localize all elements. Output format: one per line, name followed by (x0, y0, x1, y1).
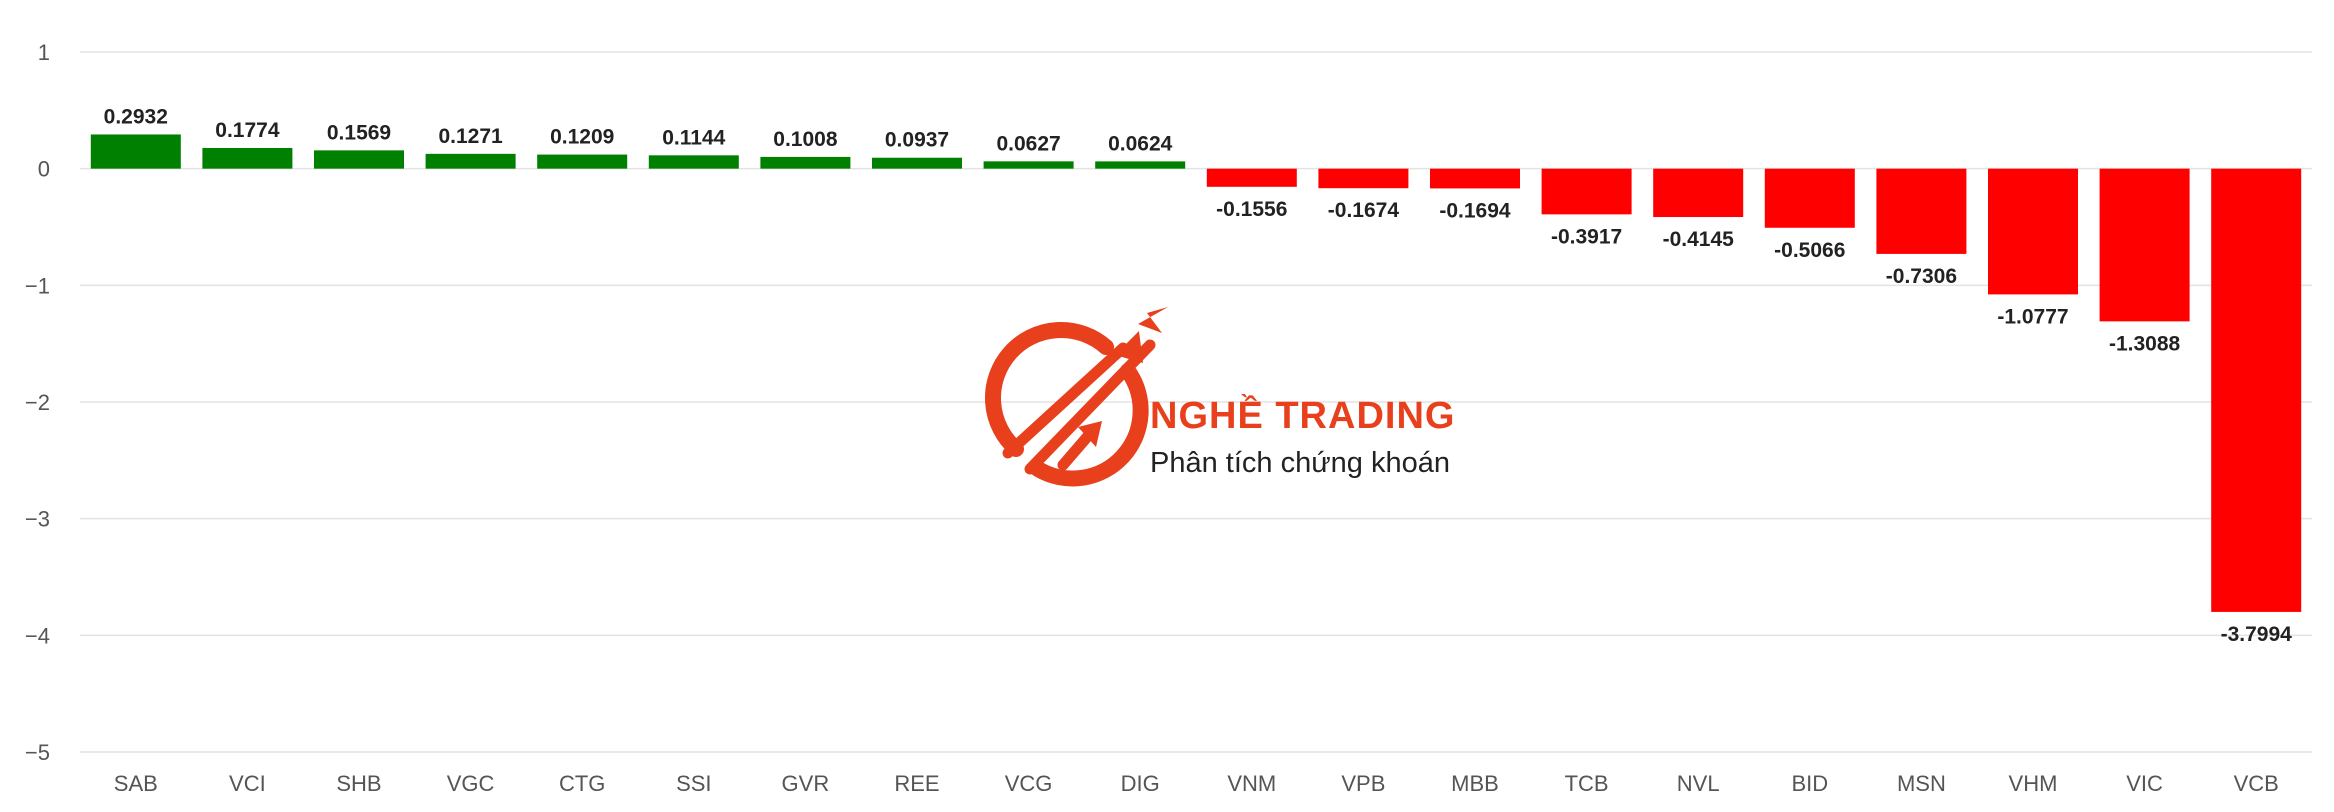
data-label: -0.1674 (1328, 199, 1400, 222)
data-label: -1.3088 (2109, 332, 2181, 355)
data-label: 0.2932 (104, 105, 168, 128)
x-tick-label: VIC (2126, 771, 2163, 796)
bar-shb (314, 150, 404, 169)
x-tick-label: VCI (229, 771, 266, 796)
data-label: -0.4145 (1663, 228, 1735, 251)
y-tick-label: −2 (25, 390, 50, 415)
data-label: -0.3917 (1551, 225, 1622, 248)
x-tick-label: MBB (1451, 771, 1499, 796)
data-labels: 0.2932 0.1774 0.1569 0.1271 0.1209 0.1144 0.10… (104, 105, 2292, 645)
data-label: 0.0627 (996, 132, 1060, 155)
x-tick-label: TCB (1565, 771, 1609, 796)
data-label: 0.0937 (885, 129, 949, 152)
x-tick-label: SHB (336, 771, 381, 796)
bar-tcb (1541, 168, 1632, 215)
y-tick-label: −3 (25, 507, 50, 532)
bar-dig (1095, 161, 1186, 169)
x-tick-label: MSN (1897, 771, 1946, 796)
data-label: 0.1008 (773, 128, 838, 151)
x-tick-label: CTG (559, 771, 605, 796)
bar-vhm (1988, 168, 2078, 295)
data-label: 0.1271 (438, 125, 503, 148)
brand-name: NGHỀ TRADING (1150, 393, 1455, 437)
watermark-logo: NGHỀ TRADING Phân tích chứng khoán (985, 307, 1455, 487)
bar-ssi (648, 155, 739, 169)
x-tick-label: VNM (1227, 771, 1276, 796)
x-tick-label: VCG (1005, 771, 1053, 796)
bar-ree (872, 157, 962, 169)
bars (90, 134, 2302, 612)
bar-vcg (983, 161, 1074, 169)
x-tick-label: DIG (1121, 771, 1160, 796)
x-tick-label: VPB (1341, 771, 1385, 796)
bar-msn (1876, 168, 1967, 254)
bar-vpb (1318, 168, 1409, 189)
data-label: -0.1556 (1216, 198, 1287, 221)
data-label: 0.1774 (215, 119, 280, 142)
y-tick-label: −5 (25, 740, 50, 765)
data-label: -0.1694 (1439, 199, 1511, 222)
x-tick-label: SAB (114, 771, 158, 796)
data-label: 0.1569 (327, 121, 391, 144)
bar-vnm (1206, 168, 1297, 187)
data-label: 0.0624 (1108, 132, 1173, 155)
bar-vgc (425, 153, 516, 169)
x-tick-label: VGC (447, 771, 495, 796)
trading-arrows-logo-icon (985, 307, 1168, 487)
x-tick-label: VHM (2009, 771, 2058, 796)
bar-gvr (760, 156, 851, 169)
y-tick-label: −4 (25, 623, 50, 648)
bar-vci (202, 147, 293, 169)
x-tick-label: GVR (782, 771, 830, 796)
bar-ctg (537, 154, 628, 169)
data-label: 0.1209 (550, 126, 614, 149)
data-label: 0.1144 (662, 126, 725, 149)
bar-sab (90, 134, 181, 169)
data-label: -0.7306 (1886, 265, 1957, 288)
x-tick-label: REE (894, 771, 939, 796)
data-label: -3.7994 (2221, 623, 2293, 646)
y-tick-label: 1 (38, 40, 50, 65)
brand-tagline: Phân tích chứng khoán (1150, 447, 1450, 479)
data-label: -0.5066 (1774, 239, 1845, 262)
x-tick-label: NVL (1677, 771, 1720, 796)
data-label: -1.0777 (1997, 305, 2068, 328)
bar-vic (2099, 168, 2190, 322)
bar-bid (1764, 168, 1855, 228)
y-tick-label: −1 (25, 273, 50, 298)
y-tick-label: 0 (38, 157, 50, 182)
x-axis: SAB VCI SHB VGC CTG SSI GVR REE VCG DIG VNM VPB MBB T… (114, 771, 2279, 796)
bar-mbb (1430, 168, 1520, 189)
x-tick-label: VCB (2234, 771, 2279, 796)
x-tick-label: SSI (676, 771, 711, 796)
y-axis: 1 0 −1 −2 −3 −4 −5 (25, 40, 50, 765)
bar-nvl (1653, 168, 1744, 218)
x-tick-label: BID (1791, 771, 1828, 796)
bar-vcb (2211, 168, 2302, 612)
